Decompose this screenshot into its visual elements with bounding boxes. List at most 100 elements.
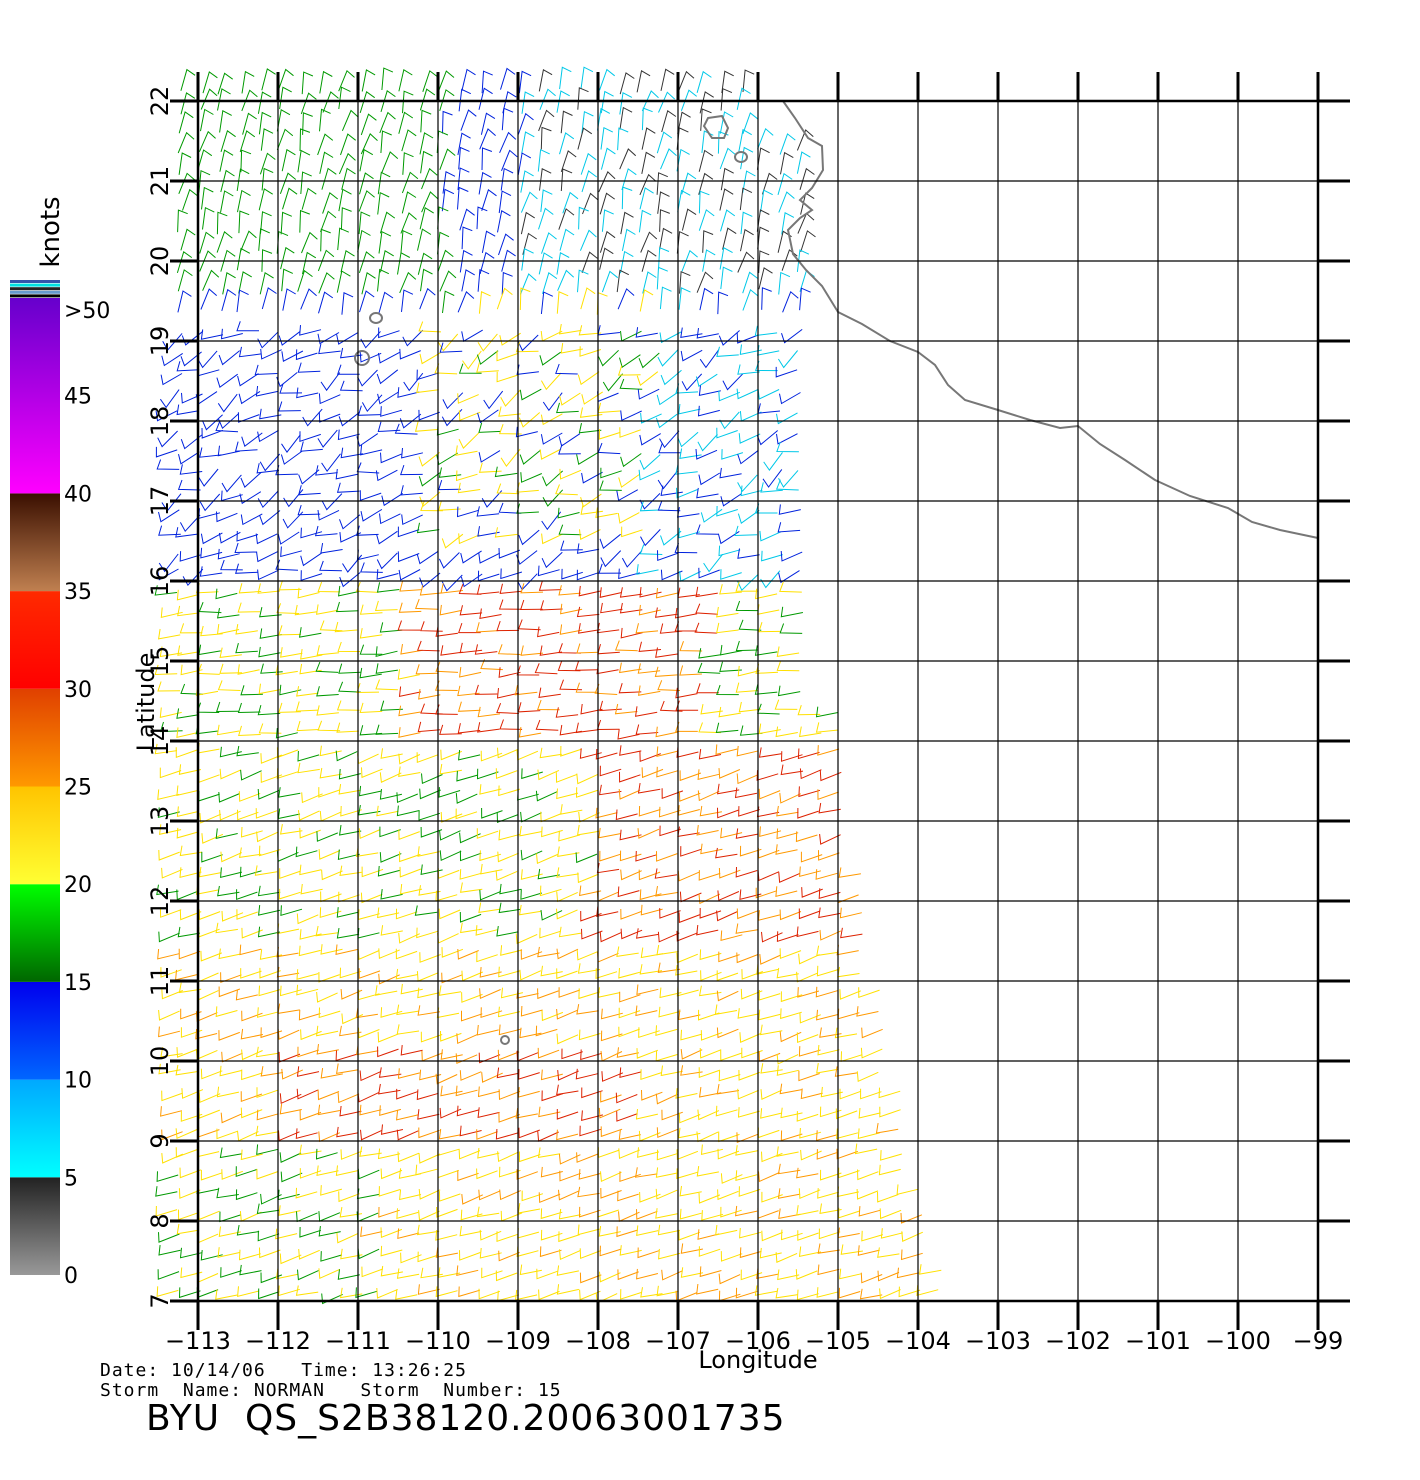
wind-barb xyxy=(461,1010,483,1022)
wind-barb xyxy=(779,948,802,960)
wind-barb xyxy=(462,350,482,370)
wind-barb xyxy=(575,682,599,693)
wind-barb xyxy=(800,851,823,863)
wind-barb xyxy=(319,745,342,757)
wind-barb xyxy=(539,1246,562,1258)
wind-barb xyxy=(519,825,542,837)
wind-barb xyxy=(635,1005,658,1017)
wind-barb xyxy=(540,811,562,823)
wind-barb xyxy=(380,1227,403,1239)
wind-barb xyxy=(339,825,362,836)
wind-barb xyxy=(655,1093,678,1105)
wind-barb xyxy=(219,647,242,658)
wind-barb xyxy=(238,210,250,234)
wind-barb xyxy=(456,1105,479,1117)
wind-barb xyxy=(636,1209,658,1220)
wind-barb xyxy=(740,988,763,1000)
wind-barb xyxy=(254,865,278,876)
wind-barb xyxy=(441,574,463,592)
wind-barb xyxy=(439,1107,462,1119)
wind-barb xyxy=(637,388,660,400)
wind-barb xyxy=(840,1051,863,1062)
wind-barb xyxy=(838,867,861,878)
wind-barb xyxy=(481,807,503,819)
wind-barb xyxy=(539,168,552,191)
wind-barb xyxy=(678,1229,700,1241)
wind-barb xyxy=(519,388,542,401)
wind-barb xyxy=(316,831,338,842)
wind-barb xyxy=(216,373,238,389)
legend-title: knots xyxy=(36,196,66,267)
wind-barb xyxy=(620,330,642,342)
wind-barb xyxy=(438,500,461,511)
wind-barb xyxy=(641,90,659,112)
wind-barb xyxy=(240,513,263,526)
wind-barb xyxy=(477,1148,500,1159)
wind-barb xyxy=(234,542,258,554)
wind-barb xyxy=(416,1089,439,1101)
wind-barb xyxy=(599,931,622,943)
wind-barb xyxy=(638,209,652,233)
wind-barb xyxy=(439,270,457,292)
wind-barb xyxy=(299,1168,322,1179)
wind-barb xyxy=(600,467,622,479)
wind-barb xyxy=(558,1189,580,1201)
wind-barb xyxy=(217,393,238,413)
legend-tick-label: 40 xyxy=(64,482,92,507)
wind-barb xyxy=(718,951,740,963)
wind-barb xyxy=(700,1144,724,1156)
wind-barb xyxy=(496,350,518,362)
wind-barb xyxy=(619,850,642,862)
wind-barb xyxy=(595,748,618,760)
wind-barb xyxy=(381,151,399,173)
wind-barb xyxy=(380,1245,403,1257)
wind-barb xyxy=(656,766,679,778)
wind-barb xyxy=(638,869,661,881)
wind-barb xyxy=(720,209,736,232)
wind-barb xyxy=(336,700,360,711)
wind-barb xyxy=(640,1287,663,1298)
wind-barb xyxy=(635,327,658,338)
wind-barb xyxy=(677,870,700,882)
wind-barb xyxy=(516,1169,538,1180)
wind-barb xyxy=(520,472,542,483)
wind-barb xyxy=(679,891,702,903)
wind-barb xyxy=(576,543,600,554)
wind-barb xyxy=(557,1070,579,1081)
wind-barb xyxy=(177,926,201,938)
wind-barb xyxy=(518,1127,540,1139)
wind-barb xyxy=(377,268,390,292)
wind-barb xyxy=(302,408,323,427)
wind-barb xyxy=(756,806,780,818)
wind-barb xyxy=(555,772,578,783)
wind-barb xyxy=(220,972,242,984)
wind-barb xyxy=(857,1245,880,1256)
wind-barb xyxy=(398,766,421,778)
wind-barb xyxy=(479,850,502,862)
wind-barb xyxy=(479,608,502,620)
legend-tick-label: >50 xyxy=(64,299,110,324)
wind-barb xyxy=(856,1188,879,1200)
wind-barb xyxy=(216,230,233,253)
wind-barb xyxy=(438,467,462,478)
wind-barb xyxy=(501,249,516,272)
wind-barb xyxy=(438,552,460,569)
wind-barb xyxy=(597,987,620,998)
wind-barb xyxy=(500,945,523,956)
wind-barb xyxy=(380,250,394,273)
wind-barb xyxy=(176,250,193,274)
wind-barb xyxy=(216,1128,238,1140)
wind-barb xyxy=(200,108,214,132)
wind-barb xyxy=(280,546,303,558)
wind-barb xyxy=(359,148,374,172)
wind-barb xyxy=(620,869,642,881)
wind-barb xyxy=(455,1053,478,1065)
wind-barb xyxy=(558,987,581,998)
wind-barb xyxy=(658,806,681,818)
wind-barb xyxy=(637,828,660,839)
wind-barb xyxy=(277,68,294,91)
wind-barb xyxy=(435,704,458,715)
wind-barb xyxy=(817,1188,840,1199)
wind-barb xyxy=(295,701,319,712)
wind-barb xyxy=(420,109,432,133)
